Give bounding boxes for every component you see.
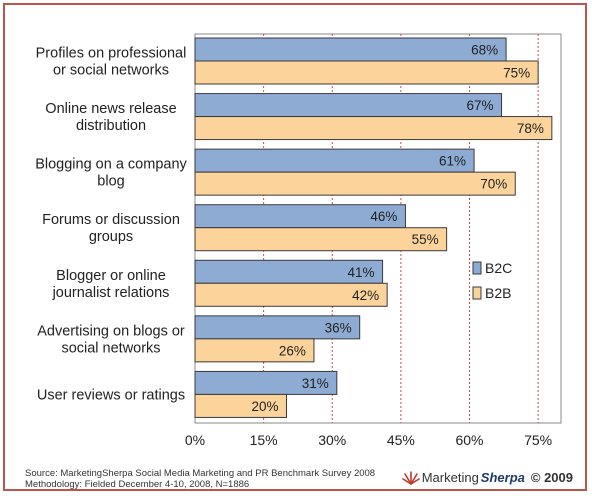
methodology-line: Methodology: Fielded December 4-10, 2008… (25, 479, 250, 490)
data-label: 61% (439, 154, 466, 169)
category-label: Profiles on professional (36, 46, 187, 62)
source-note: Source: MarketingSherpa Social Media Mar… (25, 468, 375, 490)
bar-b2b (194, 393, 287, 418)
category-label: or social networks (53, 63, 169, 79)
data-label: 41% (348, 265, 375, 280)
data-label: 26% (279, 343, 306, 358)
x-tick-label: 15% (250, 432, 278, 448)
data-label: 42% (352, 288, 379, 303)
data-label: 20% (251, 399, 278, 414)
data-label: 70% (480, 177, 507, 192)
bar-chart: 0% 15% 30% 45% 60% 75% 68% 75% Profiles on profe… (35, 33, 562, 448)
category-label: Blogger or online (56, 268, 166, 284)
data-label: 67% (466, 98, 493, 113)
data-label: 46% (370, 209, 397, 224)
category-label: User reviews or ratings (37, 387, 185, 403)
data-label: 31% (302, 376, 329, 391)
bar-b2b (194, 282, 388, 307)
source-line: Source: MarketingSherpa Social Media Mar… (25, 468, 376, 479)
category-label: Forums or discussion (42, 212, 180, 228)
legend-swatch-b2c (472, 261, 482, 275)
bar-b2c (194, 37, 507, 62)
x-tick-label: 60% (455, 432, 483, 448)
category-label: blog (97, 174, 124, 190)
logo-marketing: Marketing (421, 469, 479, 485)
data-label: 36% (325, 320, 352, 335)
data-label: 75% (503, 66, 530, 81)
bar-b2c (194, 93, 503, 118)
x-tick-label: 75% (524, 432, 552, 448)
chart-frame: 0% 15% 30% 45% 60% 75% 68% 75% Profiles on profe… (3, 3, 587, 491)
x-tick-label: 30% (318, 432, 346, 448)
bar-b2c (194, 148, 475, 173)
category-label: Online news release (45, 101, 176, 117)
logo-copyright: © 2009 (530, 469, 573, 485)
bar-b2b (194, 116, 553, 141)
legend-swatch-b2b (472, 286, 482, 300)
legend-label: B2C (485, 260, 512, 276)
category-label: distribution (76, 118, 146, 134)
data-label: 78% (517, 121, 544, 136)
marketingsherpa-logo: Marketing Sherpa © 2009 (401, 468, 573, 486)
logo-sherpa: Sherpa (480, 469, 525, 485)
x-tick-label: 0% (185, 432, 205, 448)
category-label: journalist relations (52, 285, 170, 301)
category-label: groups (89, 229, 133, 245)
category-label: Blogging on a company (35, 157, 187, 173)
category-label: Advertising on blogs or (37, 323, 185, 339)
bar-b2b (194, 227, 448, 252)
legend-label: B2B (485, 285, 511, 301)
data-label: 55% (412, 232, 439, 247)
sunburst-icon (401, 471, 420, 485)
bar-b2b (194, 60, 539, 85)
data-label: 68% (471, 43, 498, 58)
category-label: social networks (61, 340, 160, 356)
bar-b2b (194, 171, 516, 196)
bar-b2b (194, 338, 315, 363)
x-tick-label: 45% (387, 432, 415, 448)
